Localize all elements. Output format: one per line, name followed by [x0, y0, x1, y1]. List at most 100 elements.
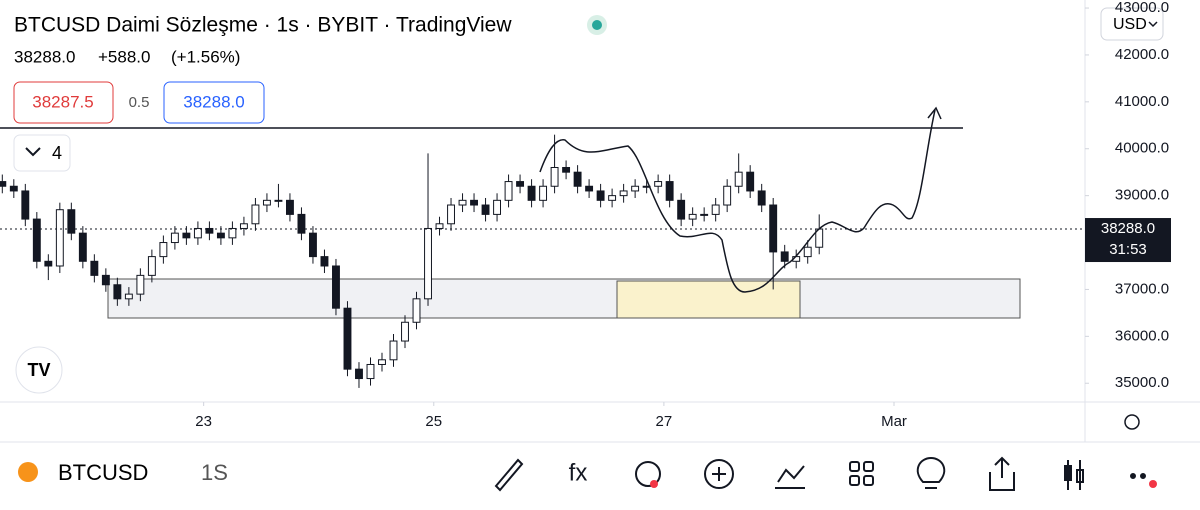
toolbar-icons[interactable]: fx: [494, 456, 1146, 492]
candle-body: [55, 209, 64, 267]
candle-body: [424, 227, 432, 300]
y-tick-label: 42000.0: [1115, 46, 1169, 63]
candle-body: [746, 171, 755, 192]
candle-body: [67, 209, 76, 234]
chevron: [1148, 21, 1158, 28]
candle-body: [216, 232, 225, 239]
spread: 0.5: [129, 94, 150, 111]
y-tick-label: 37000.0: [1115, 280, 1169, 297]
candle-body: [769, 204, 778, 253]
chart-type-icon[interactable]: [775, 465, 805, 489]
candle-body: [527, 185, 536, 201]
candle-body: [332, 265, 340, 309]
candle-body: [803, 246, 812, 258]
fx-icon[interactable]: fx: [569, 459, 588, 486]
candle-body: [274, 199, 283, 202]
y-tick-label: 39000.0: [1115, 187, 1169, 204]
currency-button[interactable]: [1100, 7, 1164, 41]
indicators-toggle[interactable]: [13, 134, 71, 172]
candle-body: [654, 181, 663, 187]
candle-body: [562, 166, 571, 173]
candle-body: [101, 274, 110, 286]
candle-body: [124, 293, 133, 300]
candle-body: [539, 185, 548, 201]
candle-body: [0, 181, 7, 187]
alert-icon[interactable]: [635, 461, 661, 487]
candle-body: [470, 199, 478, 206]
candle-body: [320, 256, 329, 267]
coin-icon: [18, 462, 38, 482]
share-icon[interactable]: [989, 456, 1015, 491]
candle-body: [780, 251, 789, 262]
candle-body: [677, 199, 686, 220]
candle-body: [447, 204, 455, 225]
zone-box: [616, 280, 801, 319]
candle-body: [136, 274, 145, 295]
x-tick-label: 23: [195, 413, 212, 430]
candle-body: [389, 340, 398, 361]
price-tag: [1085, 218, 1171, 263]
candle-body: [412, 298, 421, 323]
candle-body: [378, 359, 386, 365]
candle-body: [251, 204, 260, 225]
candle-body: [596, 190, 605, 201]
candle-body: [205, 227, 214, 234]
y-tick-label: 35000.0: [1115, 374, 1169, 391]
chevron: [25, 147, 41, 157]
toolbar-interval[interactable]: 1S: [201, 460, 228, 485]
candle-body: [113, 284, 122, 300]
zone-box: [107, 278, 1021, 319]
candle-body: [608, 195, 617, 201]
settings-icon[interactable]: [1124, 414, 1140, 430]
candle-body: [700, 213, 709, 216]
price-change-pct: (+1.56%): [171, 47, 240, 66]
candle-body: [21, 190, 30, 220]
candle-body: [309, 232, 317, 258]
candle-body: [262, 199, 271, 206]
ask-price[interactable]: 38288.0: [183, 92, 244, 111]
candle-body: [493, 199, 502, 215]
candle-body: [9, 185, 18, 192]
drawing-path: [539, 106, 942, 293]
currency[interactable]: USD: [1113, 16, 1147, 33]
candle-body: [343, 307, 352, 370]
tv-logo[interactable]: [15, 346, 63, 394]
candle-body: [147, 256, 156, 276]
candle-body: [757, 190, 766, 206]
tv-logo-mark: TV: [27, 360, 50, 380]
candle-body: [435, 223, 444, 229]
indicator-count[interactable]: 4: [52, 143, 62, 163]
badge: [650, 480, 658, 488]
badge: [1149, 480, 1157, 488]
candle-body: [285, 199, 294, 215]
candle-body: [170, 232, 179, 244]
x-tick-label: 27: [656, 413, 673, 430]
draw-icon[interactable]: [494, 458, 524, 492]
candle-body: [44, 260, 53, 267]
buy-button[interactable]: [163, 81, 265, 124]
bid-price[interactable]: 38287.5: [32, 92, 93, 111]
candle-body: [723, 185, 732, 206]
sell-button[interactable]: [13, 81, 114, 124]
candle-body: [366, 363, 375, 380]
candle-body: [355, 368, 363, 380]
idea-icon[interactable]: [916, 456, 946, 489]
last-price: 38288.0: [14, 47, 75, 66]
y-tick-label: 43000.0: [1115, 0, 1169, 16]
candle-body: [504, 181, 513, 201]
candle-body: [711, 204, 720, 215]
candle-body: [32, 218, 41, 262]
candle-body: [550, 166, 559, 187]
candle-body: [159, 242, 168, 258]
y-tick-label: 41000.0: [1115, 93, 1169, 110]
price-change: +588.0: [98, 47, 150, 66]
x-tick-label: Mar: [881, 413, 907, 430]
candle-body: [193, 227, 202, 239]
add-icon[interactable]: [704, 459, 734, 489]
toolbar-symbol[interactable]: BTCUSD: [58, 460, 148, 485]
candle-body: [734, 171, 743, 187]
y-tick-label: 40000.0: [1115, 140, 1169, 157]
countdown: 31:53: [1109, 241, 1147, 258]
price-tag-label: 38288.0: [1101, 220, 1155, 237]
